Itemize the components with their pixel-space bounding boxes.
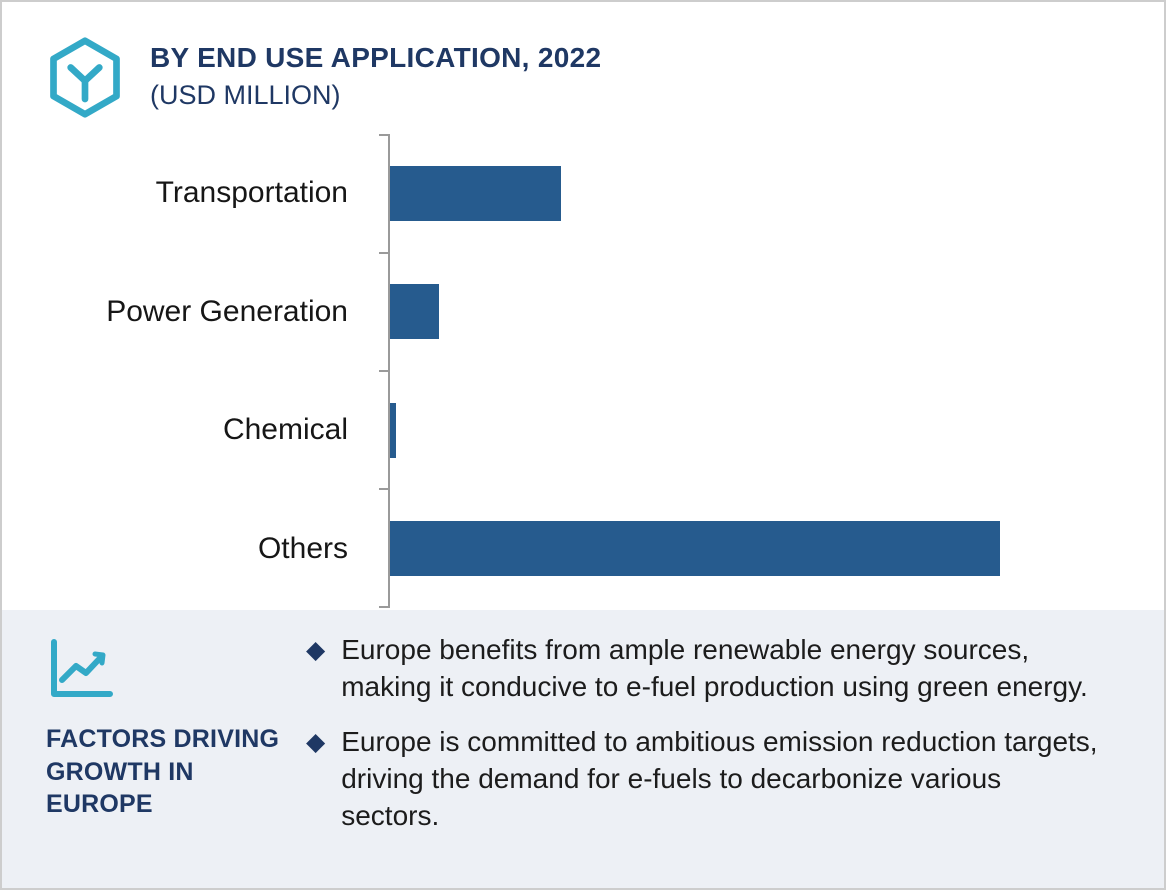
bullet-text: Europe is committed to ambitious emissio… <box>341 725 1098 831</box>
title-block: BY END USE APPLICATION, 2022 (USD MILLIO… <box>150 36 601 111</box>
chart-row: Transportation <box>2 134 1164 253</box>
axis-tick <box>379 606 388 608</box>
info-panel: FACTORS DRIVING GROWTH IN EUROPE ◆ Europe… <box>2 610 1164 888</box>
chart-row: Chemical <box>2 371 1164 490</box>
category-label: Power Generation <box>106 294 348 328</box>
bar <box>390 165 561 221</box>
chart-row: Power Generation <box>2 253 1164 372</box>
page-subtitle: (USD MILLION) <box>150 80 341 110</box>
bar <box>390 402 397 458</box>
bar <box>390 521 1000 577</box>
diamond-bullet-icon: ◆ <box>306 727 326 756</box>
axis-line <box>388 134 390 608</box>
panel-heading: FACTORS DRIVING GROWTH IN EUROPE <box>46 725 280 818</box>
category-label: Chemical <box>222 413 348 447</box>
diamond-bullet-icon: ◆ <box>306 636 326 664</box>
hexagon-molecule-icon <box>50 37 120 118</box>
axis-tick <box>379 488 388 490</box>
bar-chart: Transportation Power Generation Chemical Ot… <box>2 134 1164 608</box>
category-label: Transportation <box>155 176 348 210</box>
line-chart-icon <box>51 639 113 697</box>
axis-tick <box>379 252 388 254</box>
category-label: Others <box>257 531 348 565</box>
header: BY END USE APPLICATION, 2022 (USD MILLIO… <box>46 36 1164 120</box>
bar <box>390 284 439 340</box>
chart-row: Others <box>2 490 1164 609</box>
bullet-text: Europe benefits from ample renewable ene… <box>341 634 1088 702</box>
axis-tick <box>379 370 388 372</box>
bullet-list: ◆ Europe benefits from ample renewable en… <box>302 610 1112 888</box>
bullet-item: ◆ Europe benefits from ample renewable en… <box>306 632 1102 706</box>
panel-left: FACTORS DRIVING GROWTH IN EUROPE <box>2 610 302 888</box>
page-title: BY END USE APPLICATION, 2022 <box>150 42 602 73</box>
axis-tick <box>379 134 388 136</box>
bullet-item: ◆ Europe is committed to ambitious emissi… <box>306 724 1102 835</box>
